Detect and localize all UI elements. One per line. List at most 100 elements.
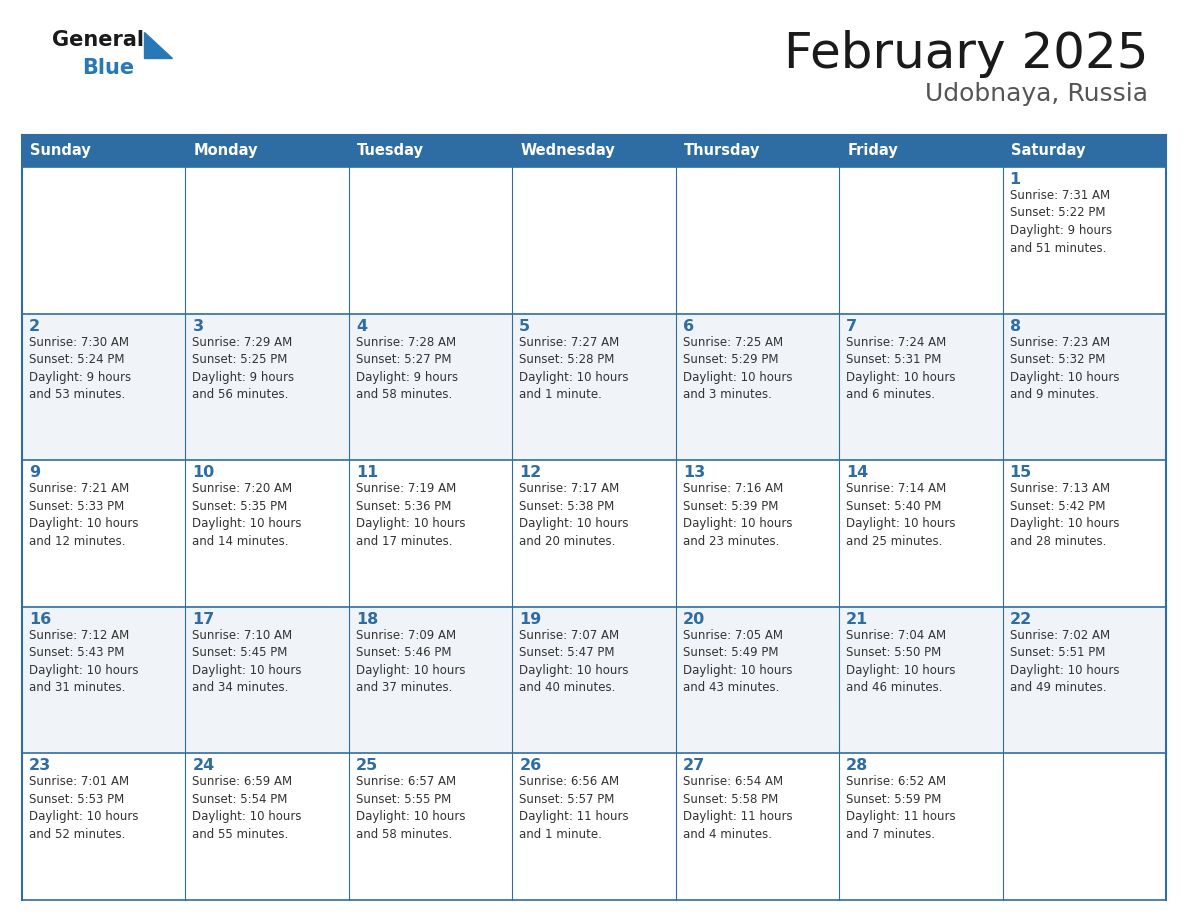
Text: Blue: Blue [82,58,134,78]
Text: 7: 7 [846,319,858,333]
Bar [185,607,349,754]
Text: 27: 27 [683,758,704,773]
Text: Sunrise: 6:52 AM
Sunset: 5:59 PM
Daylight: 11 hours
and 7 minutes.: Sunrise: 6:52 AM Sunset: 5:59 PM Dayligh… [846,776,956,841]
Bar [185,754,349,900]
Text: 9: 9 [29,465,40,480]
Bar [512,607,676,754]
Bar [839,314,1003,460]
Text: Sunrise: 7:09 AM
Sunset: 5:46 PM
Daylight: 10 hours
and 37 minutes.: Sunrise: 7:09 AM Sunset: 5:46 PM Dayligh… [356,629,466,694]
Text: 6: 6 [683,319,694,333]
Text: Wednesday: Wednesday [520,143,615,159]
Text: Sunrise: 7:24 AM
Sunset: 5:31 PM
Daylight: 10 hours
and 6 minutes.: Sunrise: 7:24 AM Sunset: 5:31 PM Dayligh… [846,336,955,401]
Text: Sunrise: 7:17 AM
Sunset: 5:38 PM
Daylight: 10 hours
and 20 minutes.: Sunrise: 7:17 AM Sunset: 5:38 PM Dayligh… [519,482,628,548]
Text: Sunrise: 7:19 AM
Sunset: 5:36 PM
Daylight: 10 hours
and 17 minutes.: Sunrise: 7:19 AM Sunset: 5:36 PM Dayligh… [356,482,466,548]
Text: Sunrise: 7:12 AM
Sunset: 5:43 PM
Daylight: 10 hours
and 31 minutes.: Sunrise: 7:12 AM Sunset: 5:43 PM Dayligh… [29,629,139,694]
Bar [676,754,839,900]
Bar [185,314,349,460]
Text: Sunrise: 7:14 AM
Sunset: 5:40 PM
Daylight: 10 hours
and 25 minutes.: Sunrise: 7:14 AM Sunset: 5:40 PM Dayligh… [846,482,955,548]
Bar [1003,314,1165,460]
Text: Sunrise: 7:31 AM
Sunset: 5:22 PM
Daylight: 9 hours
and 51 minutes.: Sunrise: 7:31 AM Sunset: 5:22 PM Dayligh… [1010,189,1112,254]
Text: Tuesday: Tuesday [356,143,424,159]
Text: 4: 4 [356,319,367,333]
Bar [1003,607,1165,754]
Text: Sunrise: 7:13 AM
Sunset: 5:42 PM
Daylight: 10 hours
and 28 minutes.: Sunrise: 7:13 AM Sunset: 5:42 PM Dayligh… [1010,482,1119,548]
Text: 20: 20 [683,611,704,627]
Bar [839,167,1003,314]
Text: Sunrise: 7:16 AM
Sunset: 5:39 PM
Daylight: 10 hours
and 23 minutes.: Sunrise: 7:16 AM Sunset: 5:39 PM Dayligh… [683,482,792,548]
Bar [349,754,512,900]
Bar [23,167,185,314]
Bar [839,460,1003,607]
Text: Sunrise: 7:30 AM
Sunset: 5:24 PM
Daylight: 9 hours
and 53 minutes.: Sunrise: 7:30 AM Sunset: 5:24 PM Dayligh… [29,336,131,401]
Text: Saturday: Saturday [1011,143,1085,159]
Text: General: General [52,30,144,50]
Text: Sunday: Sunday [30,143,90,159]
Text: 12: 12 [519,465,542,480]
Bar [839,754,1003,900]
Text: 26: 26 [519,758,542,773]
Text: 22: 22 [1010,611,1032,627]
Bar [676,460,839,607]
Text: Sunrise: 7:25 AM
Sunset: 5:29 PM
Daylight: 10 hours
and 3 minutes.: Sunrise: 7:25 AM Sunset: 5:29 PM Dayligh… [683,336,792,401]
Bar [185,135,349,167]
Bar [1003,135,1165,167]
Bar [23,460,185,607]
Text: 8: 8 [1010,319,1020,333]
Text: Sunrise: 6:54 AM
Sunset: 5:58 PM
Daylight: 11 hours
and 4 minutes.: Sunrise: 6:54 AM Sunset: 5:58 PM Dayligh… [683,776,792,841]
Text: 11: 11 [356,465,378,480]
Bar [23,754,185,900]
Text: Sunrise: 7:05 AM
Sunset: 5:49 PM
Daylight: 10 hours
and 43 minutes.: Sunrise: 7:05 AM Sunset: 5:49 PM Dayligh… [683,629,792,694]
Bar [676,135,839,167]
Bar [23,135,185,167]
Text: 24: 24 [192,758,215,773]
Bar [349,314,512,460]
Text: Sunrise: 7:01 AM
Sunset: 5:53 PM
Daylight: 10 hours
and 52 minutes.: Sunrise: 7:01 AM Sunset: 5:53 PM Dayligh… [29,776,139,841]
Text: 21: 21 [846,611,868,627]
Text: 23: 23 [29,758,51,773]
Text: 14: 14 [846,465,868,480]
Text: 1: 1 [1010,172,1020,187]
Text: Sunrise: 6:56 AM
Sunset: 5:57 PM
Daylight: 11 hours
and 1 minute.: Sunrise: 6:56 AM Sunset: 5:57 PM Dayligh… [519,776,628,841]
Bar [512,754,676,900]
Text: Sunrise: 7:20 AM
Sunset: 5:35 PM
Daylight: 10 hours
and 14 minutes.: Sunrise: 7:20 AM Sunset: 5:35 PM Dayligh… [192,482,302,548]
Polygon shape [144,32,172,58]
Bar [23,607,185,754]
Text: Monday: Monday [194,143,258,159]
Bar [349,167,512,314]
Bar [349,460,512,607]
Text: Sunrise: 7:29 AM
Sunset: 5:25 PM
Daylight: 9 hours
and 56 minutes.: Sunrise: 7:29 AM Sunset: 5:25 PM Dayligh… [192,336,295,401]
Text: 28: 28 [846,758,868,773]
Text: 5: 5 [519,319,530,333]
Text: Sunrise: 7:28 AM
Sunset: 5:27 PM
Daylight: 9 hours
and 58 minutes.: Sunrise: 7:28 AM Sunset: 5:27 PM Dayligh… [356,336,459,401]
Bar [185,167,349,314]
Text: Sunrise: 6:57 AM
Sunset: 5:55 PM
Daylight: 10 hours
and 58 minutes.: Sunrise: 6:57 AM Sunset: 5:55 PM Dayligh… [356,776,466,841]
Text: 18: 18 [356,611,378,627]
Bar [512,135,676,167]
Text: Sunrise: 7:23 AM
Sunset: 5:32 PM
Daylight: 10 hours
and 9 minutes.: Sunrise: 7:23 AM Sunset: 5:32 PM Dayligh… [1010,336,1119,401]
Bar [185,460,349,607]
Bar [676,607,839,754]
Text: 19: 19 [519,611,542,627]
Text: Sunrise: 7:07 AM
Sunset: 5:47 PM
Daylight: 10 hours
and 40 minutes.: Sunrise: 7:07 AM Sunset: 5:47 PM Dayligh… [519,629,628,694]
Text: 16: 16 [29,611,51,627]
Bar [1003,167,1165,314]
Text: 10: 10 [192,465,215,480]
Text: Friday: Friday [847,143,898,159]
Text: Sunrise: 7:02 AM
Sunset: 5:51 PM
Daylight: 10 hours
and 49 minutes.: Sunrise: 7:02 AM Sunset: 5:51 PM Dayligh… [1010,629,1119,694]
Text: 2: 2 [29,319,40,333]
Text: 25: 25 [356,758,378,773]
Bar [839,607,1003,754]
Text: Sunrise: 7:10 AM
Sunset: 5:45 PM
Daylight: 10 hours
and 34 minutes.: Sunrise: 7:10 AM Sunset: 5:45 PM Dayligh… [192,629,302,694]
Bar [1003,460,1165,607]
Text: Sunrise: 7:21 AM
Sunset: 5:33 PM
Daylight: 10 hours
and 12 minutes.: Sunrise: 7:21 AM Sunset: 5:33 PM Dayligh… [29,482,139,548]
Bar [512,460,676,607]
Text: February 2025: February 2025 [784,30,1148,78]
Text: 13: 13 [683,465,704,480]
Bar [512,314,676,460]
Bar [349,135,512,167]
Text: 17: 17 [192,611,215,627]
Text: Sunrise: 7:04 AM
Sunset: 5:50 PM
Daylight: 10 hours
and 46 minutes.: Sunrise: 7:04 AM Sunset: 5:50 PM Dayligh… [846,629,955,694]
Bar [676,314,839,460]
Bar [512,167,676,314]
Text: Sunrise: 6:59 AM
Sunset: 5:54 PM
Daylight: 10 hours
and 55 minutes.: Sunrise: 6:59 AM Sunset: 5:54 PM Dayligh… [192,776,302,841]
